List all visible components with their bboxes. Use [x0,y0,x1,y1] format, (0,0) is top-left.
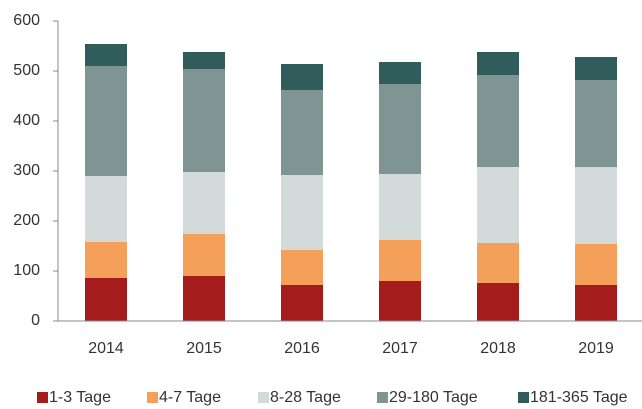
bar-segment [379,84,421,174]
bar-segment [575,285,617,321]
legend-label: 4-7 Tage [159,389,221,406]
y-tick-label: 300 [13,162,40,179]
bar-segment [575,57,617,80]
legend-swatch [37,392,48,403]
bar-segment [85,176,127,242]
legend-label: 29-180 Tage [389,389,478,406]
bar-segment [183,52,225,69]
bar-segment [477,243,519,283]
bar-segment [183,69,225,172]
legend-swatch [258,392,269,403]
bar-segment [379,281,421,321]
bar-segment [477,75,519,167]
bar-segment [281,64,323,90]
x-tick-label: 2018 [480,340,516,357]
y-tick-label: 100 [13,262,40,279]
bar-segment [575,167,617,244]
y-tick-label: 600 [13,12,40,29]
bar-segment [183,276,225,321]
bar-segment [477,167,519,243]
bar-segment [477,283,519,321]
legend-label: 1-3 Tage [49,389,111,406]
bar-segment [379,174,421,240]
legend-swatch [147,392,158,403]
x-tick-label: 2017 [382,340,418,357]
bar-segment [85,66,127,176]
y-tick-label: 0 [31,312,40,329]
bar-segment [183,172,225,234]
bar-segment [281,285,323,321]
y-tick-label: 400 [13,112,40,129]
legend-swatch [518,392,529,403]
y-tick-label: 500 [13,62,40,79]
bar-segment [575,80,617,167]
x-tick-label: 2019 [578,340,614,357]
bar-segment [85,278,127,321]
legend-label: 181-365 Tage [530,389,628,406]
x-tick-label: 2014 [88,340,124,357]
y-tick-label: 200 [13,212,40,229]
bar-segment [85,242,127,278]
bar-segment [575,244,617,285]
bar-segment [379,240,421,281]
bar-segment [281,250,323,285]
bar-segment [281,175,323,250]
bar-segment [379,62,421,84]
x-tick-label: 2016 [284,340,320,357]
bar-segment [281,90,323,175]
bar-segment [85,44,127,66]
legend-label: 8-28 Tage [270,389,341,406]
legend-swatch [377,392,388,403]
x-tick-label: 2015 [186,340,222,357]
bar-segment [477,52,519,75]
bar-segment [183,234,225,276]
